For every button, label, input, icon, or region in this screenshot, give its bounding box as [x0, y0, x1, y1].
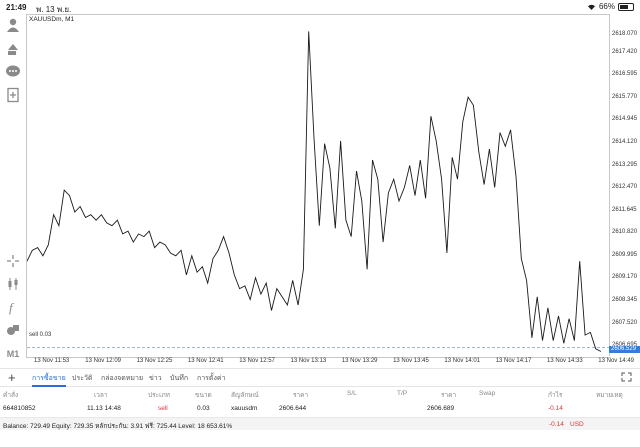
- col-order[interactable]: คำสั่ง: [3, 392, 19, 399]
- tab-trade[interactable]: การซื้อขาย: [32, 373, 66, 387]
- col-current-price[interactable]: ราคา: [441, 392, 457, 399]
- tab-settings[interactable]: การตั้งค่า: [197, 375, 226, 382]
- col-time[interactable]: เวลา: [94, 392, 108, 399]
- time-tick-label: 13 Nov 14:17: [495, 358, 532, 364]
- currency: USD: [570, 421, 584, 428]
- order-current-price: 2606.689: [427, 405, 455, 412]
- current-price-label: 2606.529: [609, 346, 640, 354]
- new-document-icon[interactable]: [4, 86, 22, 104]
- col-symbol[interactable]: สัญลักษณ์: [231, 392, 259, 399]
- battery-percent: 66%: [598, 2, 615, 11]
- time-tick-label: 13 Nov 14:49: [598, 358, 634, 364]
- price-tick-label: 2618.070: [612, 30, 638, 37]
- total-profit: -0.14: [549, 421, 564, 428]
- col-comment[interactable]: หมายเหตุ: [596, 392, 623, 399]
- col-swap[interactable]: Swap: [479, 390, 496, 397]
- time-tick-label: 13 Nov 14:33: [547, 358, 583, 364]
- status-bar: 21:49 พ. 13 พ.ย. 66%: [0, 0, 640, 14]
- price-tick-label: 2616.595: [612, 71, 638, 78]
- order-symbol: xauusdm: [231, 405, 258, 412]
- date: พ. 13 พ.ย.: [36, 5, 72, 14]
- time-tick-label: 13 Nov 12:09: [85, 358, 121, 364]
- sell-line-label: sell 0.03: [29, 332, 52, 338]
- price-tick-label: 2612.470: [612, 184, 638, 191]
- function-icon[interactable]: f: [4, 298, 22, 316]
- price-tick-label: 2615.770: [612, 93, 638, 100]
- order-size: 0.03: [197, 405, 210, 412]
- time-tick-label: 13 Nov 12:41: [187, 358, 224, 364]
- objects-icon[interactable]: [4, 321, 22, 339]
- time-axis[interactable]: 13 Nov 11:53 13 Nov 12:09 13 Nov 12:25 13 N…: [26, 356, 640, 368]
- time-tick-label: 13 Nov 13:45: [393, 358, 429, 364]
- price-tick-label: 2608.345: [612, 297, 638, 304]
- row-divider: [0, 417, 640, 418]
- tab-news[interactable]: ข่าว: [149, 375, 162, 382]
- time-tick-label: 13 Nov 12:57: [239, 358, 275, 364]
- price-tick-label: 2607.520: [612, 319, 638, 326]
- balance-text: Balance: 729.49 Equity: 729.35 หลักประกั…: [3, 423, 233, 430]
- status-right: 66%: [587, 2, 634, 11]
- time-tick-label: 13 Nov 13:29: [341, 358, 378, 364]
- col-profit[interactable]: กำไร: [548, 392, 563, 399]
- order-profit: -0.14: [548, 405, 563, 412]
- balance-bar: Balance: 729.49 Equity: 729.35 หลักประกั…: [0, 418, 640, 430]
- price-tick-label: 2614.120: [612, 139, 638, 146]
- order-time: 11.13 14:48: [87, 405, 121, 412]
- col-tp[interactable]: T/P: [397, 390, 408, 397]
- price-tick-label: 2606.695: [612, 342, 638, 349]
- price-tick-label: 2613.295: [612, 161, 638, 168]
- order-id[interactable]: 664810852: [3, 405, 36, 412]
- candlestick-icon[interactable]: [4, 275, 22, 293]
- price-line: [27, 31, 602, 352]
- time-tick-label: 13 Nov 11:53: [34, 358, 70, 364]
- crosshair-icon[interactable]: [4, 252, 22, 270]
- person-icon[interactable]: [4, 16, 22, 34]
- battery-icon: [618, 2, 634, 11]
- wifi-icon: [587, 4, 595, 10]
- price-tick-label: 2609.995: [612, 251, 638, 258]
- chart-svg: [27, 31, 610, 352]
- timeframe-label[interactable]: M1: [6, 349, 20, 359]
- order-open-price: 2606.644: [279, 405, 307, 412]
- chat-icon[interactable]: [4, 63, 22, 81]
- price-tick-label: 2617.420: [612, 48, 638, 55]
- add-icon[interactable]: +: [8, 370, 16, 385]
- clock: 21:49: [6, 3, 27, 12]
- tab-journal[interactable]: บันทึก: [170, 375, 189, 382]
- account-switch-icon[interactable]: [4, 40, 22, 58]
- price-chart[interactable]: [26, 14, 610, 358]
- col-price[interactable]: ราคา: [293, 392, 309, 399]
- left-toolbar: f M1: [0, 14, 26, 396]
- tab-history[interactable]: ประวัติ: [72, 375, 93, 382]
- price-tick-label: 2611.645: [612, 206, 637, 213]
- svg-text:f: f: [9, 300, 15, 315]
- col-sl[interactable]: S/L: [347, 390, 357, 397]
- price-tick-label: 2609.170: [612, 274, 638, 281]
- time-tick-label: 13 Nov 13:13: [290, 358, 327, 364]
- terminal-tabbar: + การซื้อขาย ประวัติ กล่องจดหมาย ข่าว บั…: [0, 368, 640, 387]
- col-type[interactable]: ประเภท: [148, 392, 170, 399]
- price-tick-label: 2610.820: [612, 229, 638, 236]
- price-axis[interactable]: 2618.070 2617.420 2616.595 2615.770 2614.945…: [609, 14, 640, 356]
- time-tick-label: 13 Nov 14:01: [444, 358, 481, 364]
- time-tick-label: 13 Nov 12:25: [136, 358, 173, 364]
- chart-title: XAUUSDm, M1: [29, 16, 75, 23]
- col-size[interactable]: ขนาด: [195, 392, 212, 399]
- maximize-icon[interactable]: [621, 372, 632, 382]
- tab-mailbox[interactable]: กล่องจดหมาย: [101, 375, 144, 382]
- order-type: sell: [158, 405, 168, 412]
- price-tick-label: 2614.945: [612, 116, 638, 123]
